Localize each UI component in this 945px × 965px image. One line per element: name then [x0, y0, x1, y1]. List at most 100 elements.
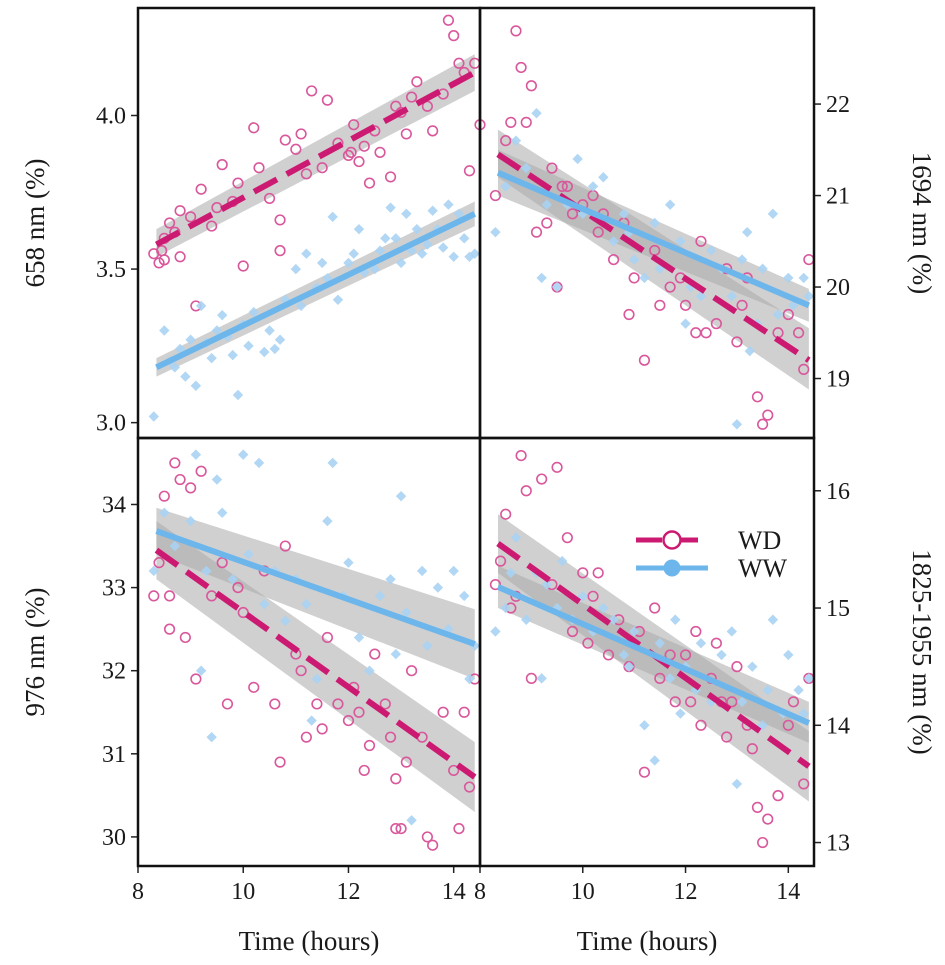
data-point-wd — [561, 532, 573, 544]
data-point-wd — [494, 555, 507, 567]
data-point-wd — [762, 409, 774, 421]
data-point-wd — [190, 673, 202, 685]
data-point-ww — [695, 290, 707, 302]
data-point-ww — [416, 248, 428, 259]
data-point-wd — [607, 253, 620, 266]
data-point-ww — [706, 696, 717, 708]
data-point-ww — [618, 208, 630, 220]
data-point-ww — [685, 281, 696, 293]
data-point-wd — [679, 299, 692, 311]
data-point-ww — [742, 226, 753, 238]
data-point-wd — [345, 146, 357, 158]
data-point-ww — [243, 549, 254, 560]
y-tick-label: 32 — [102, 659, 126, 685]
data-point-wd — [746, 743, 758, 755]
data-point-ww — [695, 638, 707, 649]
data-point-wd — [437, 706, 449, 718]
data-point-wd — [582, 637, 594, 649]
data-point-ww — [248, 306, 259, 318]
data-point-ww — [690, 684, 702, 696]
data-point-ww — [206, 731, 217, 743]
data-point-ww — [469, 248, 480, 259]
data-point-ww — [654, 638, 666, 649]
data-point-wd — [237, 260, 249, 272]
data-point-wd — [736, 299, 748, 311]
data-point-ww — [448, 251, 459, 262]
data-point-ww — [411, 223, 423, 235]
data-point-wd — [700, 327, 712, 339]
data-point-wd — [295, 128, 307, 140]
data-point-wd — [400, 128, 412, 140]
data-point-ww — [348, 248, 359, 259]
fit-line-wd — [496, 151, 811, 363]
data-point-wd — [358, 764, 370, 777]
data-point-wd — [374, 146, 386, 158]
data-point-wd — [221, 698, 234, 710]
data-point-wd — [384, 731, 397, 743]
data-point-ww — [232, 389, 244, 401]
data-point-ww — [390, 648, 402, 660]
panel-top-left: 3.0 3.5 4.0 658 nm (%) — [20, 14, 486, 437]
x-tick-label: 12 — [336, 879, 360, 905]
data-point-wd — [163, 623, 176, 635]
data-point-ww — [551, 602, 563, 614]
data-point-ww — [803, 290, 815, 302]
data-point-ww — [680, 318, 691, 329]
data-point-ww — [427, 205, 438, 216]
data-point-ww — [332, 294, 344, 305]
data-point-wd — [787, 696, 800, 708]
data-point-ww — [587, 181, 599, 192]
data-point-wd — [237, 606, 249, 619]
data-point-ww — [536, 673, 547, 684]
data-point-wd — [530, 226, 543, 238]
data-point-ww — [322, 515, 333, 527]
data-point-wd — [710, 318, 722, 330]
data-point-ww — [623, 661, 635, 672]
data-point-ww — [510, 532, 522, 543]
data-point-wd — [623, 308, 635, 321]
data-point-ww — [726, 626, 737, 637]
data-point-wd — [762, 813, 774, 825]
data-point-wd — [536, 473, 548, 485]
data-point-ww — [311, 673, 323, 685]
data-point-ww — [406, 245, 417, 256]
data-point-ww — [306, 715, 317, 726]
data-point-wd — [592, 226, 604, 238]
data-point-wd — [798, 778, 810, 790]
data-point-ww — [374, 245, 386, 256]
data-point-ww — [195, 665, 207, 676]
data-point-wd — [274, 214, 286, 226]
data-point-ww — [227, 574, 238, 585]
data-point-ww — [772, 309, 784, 320]
data-point-wd — [158, 490, 170, 502]
panel-frames — [136, 6, 816, 868]
confidence-band-wd — [156, 54, 475, 257]
data-point-ww — [395, 490, 407, 502]
data-point-ww — [628, 626, 640, 637]
data-point-wd — [179, 631, 191, 644]
data-point-wd — [279, 540, 291, 552]
data-point-wd — [174, 205, 186, 217]
data-point-wd — [695, 235, 707, 247]
data-point-ww — [443, 199, 454, 210]
y-tick-label: 30 — [102, 825, 126, 851]
y-tick-label: 16 — [826, 479, 850, 505]
y-tick-label: 15 — [826, 596, 850, 622]
data-point-ww — [490, 226, 501, 238]
data-point-ww — [395, 257, 407, 269]
y-tick-label: 33 — [102, 576, 126, 602]
legend-wd-label: WD — [738, 526, 781, 555]
data-point-wd — [295, 665, 307, 677]
data-point-ww — [201, 565, 212, 577]
data-point-ww — [577, 208, 588, 220]
data-point-wd — [489, 189, 502, 202]
data-point-wd — [757, 418, 769, 430]
data-point-wd — [427, 839, 439, 851]
data-point-wd — [602, 649, 615, 661]
data-point-wd — [566, 208, 579, 220]
data-point-ww — [500, 181, 511, 192]
legend-wd-marker — [662, 530, 682, 550]
fit-line-ww — [496, 169, 811, 309]
data-point-wd — [448, 764, 460, 777]
data-point-wd — [721, 731, 733, 743]
